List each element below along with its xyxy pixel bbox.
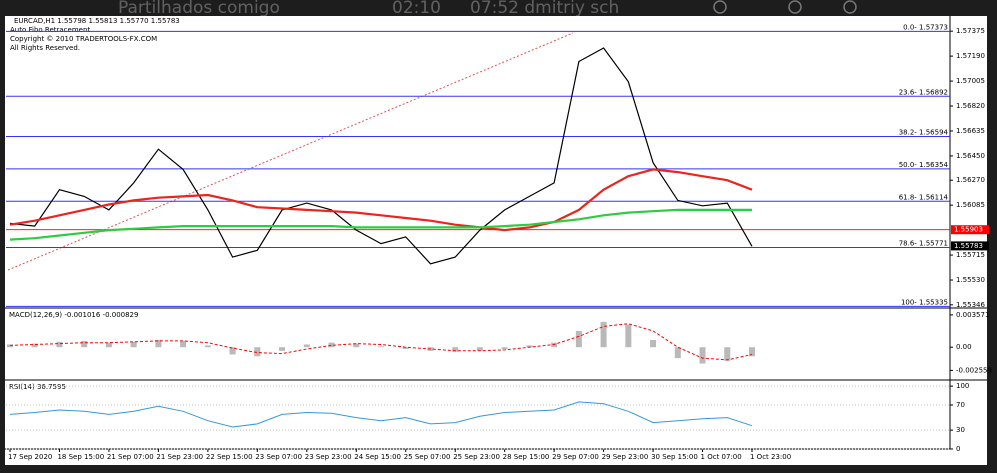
histogram-bar	[303, 344, 310, 348]
x-tick-label: 21 Sep 07:00	[107, 453, 154, 461]
icon[interactable]	[843, 0, 857, 14]
fibo-label: 38.2- 1.56594	[899, 129, 949, 137]
icon[interactable]	[713, 0, 727, 14]
histogram-bar	[724, 347, 731, 361]
price-marker-label: 1.55783	[954, 242, 983, 250]
histogram-bar	[749, 347, 755, 357]
histogram-bar	[31, 343, 38, 348]
x-tick-label: 30 Sep 15:00	[651, 453, 698, 461]
fibo-label: 23.6- 1.56892	[899, 88, 948, 96]
x-tick-label: 21 Sep 23:00	[156, 453, 203, 461]
indicator-name: Auto Fibo Retracement	[10, 26, 90, 34]
histogram-bar	[501, 347, 508, 350]
histogram-bar	[130, 341, 137, 348]
histogram-bar	[7, 344, 13, 348]
y-tick-label: -0.002559	[956, 366, 992, 374]
fibo-label: 61.8- 1.56114	[899, 193, 949, 201]
series-line	[9, 168, 753, 232]
panel-title: MACD(12,26,9) -0.001016 -0.000829	[9, 311, 138, 319]
y-tick-label: 1.56450	[956, 152, 985, 160]
y-tick-label: 0	[956, 445, 960, 453]
y-tick-label: 1.57375	[956, 27, 985, 35]
histogram-bar	[81, 340, 88, 348]
x-tick-label: 25 Sep 07:00	[404, 453, 451, 461]
x-tick-label: 17 Sep 2020	[8, 453, 52, 461]
histogram-bar	[625, 324, 632, 348]
histogram-bar	[353, 343, 360, 348]
fibo-label: 0.0- 1.57373	[903, 23, 948, 31]
icon[interactable]	[788, 0, 802, 14]
x-tick-label: 29 Sep 07:00	[552, 453, 599, 461]
symbol-info: EURCAD,H1 1.55798 1.55813 1.55770 1.5578…	[14, 17, 180, 25]
rights: All Rights Reserved.	[10, 44, 80, 52]
overlay-text: 07:52 dmitriy sch	[470, 0, 619, 18]
histogram-bar	[56, 341, 63, 348]
y-tick-label: 1.56635	[956, 127, 985, 135]
x-tick-label: 29 Sep 23:00	[602, 453, 649, 461]
overlay-text: Partilhados comigo	[118, 0, 280, 18]
x-tick-label: 25 Sep 23:00	[453, 453, 500, 461]
series-line	[9, 401, 753, 428]
y-tick-label: 1.57005	[956, 77, 985, 85]
chart-area	[5, 16, 987, 465]
fibo-label: 50.0- 1.56354	[899, 161, 949, 169]
histogram-bar	[105, 342, 112, 348]
histogram-bar	[279, 347, 286, 351]
histogram-bar	[526, 345, 533, 348]
x-tick-label: 22 Sep 15:00	[206, 453, 253, 461]
histogram-bar	[204, 345, 211, 348]
histogram-bar	[452, 347, 459, 352]
histogram-bar	[699, 347, 706, 364]
y-tick-label: 1.56270	[956, 176, 985, 184]
panel-title: RSI(14) 36.7595	[9, 383, 66, 391]
histogram-bar	[476, 347, 483, 351]
x-tick-label: 28 Sep 15:00	[503, 453, 550, 461]
histogram-bar	[328, 342, 335, 348]
price-marker	[951, 241, 989, 251]
y-tick-label: 70	[956, 401, 965, 409]
x-tick-label: 23 Sep 07:00	[255, 453, 302, 461]
price-marker	[951, 225, 989, 235]
histogram-bar	[402, 347, 409, 350]
histogram-bar	[155, 339, 162, 348]
y-tick-label: 1.56085	[956, 201, 985, 209]
x-tick-label: 18 Sep 15:00	[57, 453, 104, 461]
histogram-bar	[254, 347, 261, 357]
fibo-label: 100- 1.55335	[901, 298, 948, 306]
x-tick-label: 1 Oct 23:00	[750, 453, 791, 461]
y-tick-label: 1.55346	[956, 301, 985, 309]
y-tick-label: 1.56820	[956, 102, 985, 110]
signal-line	[9, 323, 753, 361]
y-tick-label: 0.00	[956, 343, 972, 351]
histogram-bar	[650, 339, 657, 348]
histogram-bar	[674, 347, 681, 359]
copyright: Copyright © 2010 TRADERTOOLS-FX.COM	[10, 35, 157, 43]
histogram-bar	[600, 321, 607, 348]
x-tick-label: 23 Sep 23:00	[305, 453, 352, 461]
x-tick-label: 24 Sep 15:00	[354, 453, 401, 461]
y-tick-label: 1.55530	[956, 276, 985, 284]
fibo-label: 78.6- 1.55771	[899, 240, 948, 248]
y-tick-label: 30	[956, 426, 965, 434]
histogram-bar	[229, 347, 236, 355]
y-tick-label: 1.55715	[956, 251, 985, 259]
y-tick-label: 100	[956, 382, 969, 390]
overlay-text: 02:10	[392, 0, 441, 18]
histogram-bar	[378, 346, 384, 348]
y-tick-label: 0.003571	[956, 311, 989, 319]
x-tick-label: 1 Oct 07:00	[701, 453, 742, 461]
histogram-bar	[180, 340, 187, 348]
series-line	[9, 47, 753, 265]
histogram-bar	[575, 330, 582, 348]
y-tick-label: 1.57190	[956, 52, 985, 60]
price-marker-label: 1.55903	[954, 226, 983, 234]
series-line	[9, 208, 752, 241]
